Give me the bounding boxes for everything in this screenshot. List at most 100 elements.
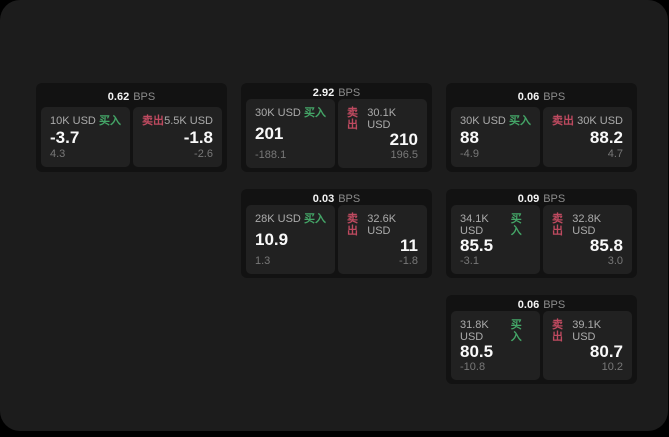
sell-price: 210 [389, 130, 418, 149]
sell-panel-top: 卖出 30.1K USD [347, 107, 418, 131]
sell-price: 85.8 [589, 236, 623, 255]
buy-amount: 30K USD [460, 115, 506, 127]
buy-price: 201 [255, 124, 284, 143]
buy-price: 85.5 [460, 236, 494, 255]
buy-side-label: 买入 [304, 213, 326, 225]
buy-panel-top: 30K USD 买入 [255, 107, 326, 119]
buy-panel[interactable]: 34.1K USD 买入 85.5 -3.1 [451, 205, 540, 274]
sell-amount: 5.5K USD [164, 115, 213, 127]
buy-panel[interactable]: 30K USD 买入 201 -188.1 [246, 99, 335, 168]
buy-delta: -188.1 [255, 149, 287, 161]
quote-panels: 34.1K USD 买入 85.5 -3.1 卖出 32.8K USD 85.8… [451, 205, 632, 274]
bps-value: 2.92 [312, 87, 335, 99]
quote-panels: 31.8K USD 买入 80.5 -10.8 卖出 39.1K USD 80.… [451, 311, 632, 380]
buy-side-label: 买入 [304, 107, 326, 119]
quote-panels: 30K USD 买入 201 -188.1 卖出 30.1K USD 210 1… [246, 99, 427, 168]
sell-amount: 30.1K USD [367, 107, 397, 131]
sell-amount: 30K USD [577, 115, 623, 127]
bps-unit-label: BPS [543, 91, 566, 103]
sell-amount: 32.8K USD [572, 213, 602, 237]
sell-delta: -2.6 [194, 148, 213, 160]
sell-side-label: 卖出 [142, 115, 164, 127]
buy-panel[interactable]: 28K USD 买入 10.9 1.3 [246, 205, 335, 274]
sell-price: 80.7 [589, 342, 623, 361]
bps-unit-label: BPS [133, 91, 156, 103]
sell-panel[interactable]: 卖出 5.5K USD -1.8 -2.6 [133, 107, 222, 167]
sell-panel[interactable]: 卖出 39.1K USD 80.7 10.2 [543, 311, 632, 380]
buy-delta: -3.1 [460, 255, 479, 267]
card-header: 0.06 BPS [451, 87, 632, 107]
buy-side-label: 买入 [509, 115, 531, 127]
buy-delta: 4.3 [50, 148, 66, 160]
buy-panel-top: 30K USD 买入 [460, 115, 531, 127]
buy-amount: 30K USD [255, 107, 301, 119]
sell-side-label: 卖出 [552, 319, 563, 343]
cards-grid: 0.62 BPS 10K USD 买入 -3.7 4.3 卖出 5.5K USD… [36, 83, 637, 384]
bps-unit-label: BPS [543, 193, 566, 205]
sell-panel[interactable]: 卖出 32.8K USD 85.8 3.0 [543, 205, 632, 274]
quote-card: 0.06 BPS 31.8K USD 买入 80.5 -10.8 卖出 39.1… [446, 295, 637, 384]
buy-panel[interactable]: 30K USD 买入 88 -4.9 [451, 107, 540, 167]
buy-delta: 1.3 [255, 255, 271, 267]
sell-side-label: 卖出 [552, 115, 574, 127]
buy-panel-top: 10K USD 买入 [50, 115, 121, 127]
sell-delta: 4.7 [607, 148, 623, 160]
sell-side-label: 卖出 [552, 213, 563, 237]
sell-amount: 39.1K USD [572, 319, 602, 343]
sell-delta: 10.2 [601, 361, 623, 373]
quote-panels: 30K USD 买入 88 -4.9 卖出 30K USD 88.2 4.7 [451, 107, 632, 167]
card-header: 0.09 BPS [451, 193, 632, 205]
buy-price: 80.5 [460, 342, 494, 361]
bps-unit-label: BPS [338, 87, 361, 99]
sell-price: -1.8 [183, 127, 213, 147]
bps-value: 0.03 [312, 193, 335, 205]
sell-panel-top: 卖出 5.5K USD [142, 115, 213, 127]
quote-card: 0.62 BPS 10K USD 买入 -3.7 4.3 卖出 5.5K USD… [36, 83, 227, 172]
sell-side-label: 卖出 [347, 107, 358, 131]
buy-side-label: 买入 [510, 319, 522, 343]
buy-amount: 10K USD [50, 115, 96, 127]
card-header: 2.92 BPS [246, 87, 427, 99]
sell-panel-top: 卖出 32.6K USD [347, 213, 418, 237]
bps-unit-label: BPS [543, 299, 566, 311]
quote-card: 2.92 BPS 30K USD 买入 201 -188.1 卖出 30.1K … [241, 83, 432, 172]
buy-price: -3.7 [50, 127, 80, 147]
sell-panel[interactable]: 卖出 30.1K USD 210 196.5 [338, 99, 427, 168]
quote-card: 0.09 BPS 34.1K USD 买入 85.5 -3.1 卖出 32.8K… [446, 189, 637, 278]
card-header: 0.06 BPS [451, 299, 632, 311]
sell-panel-top: 卖出 30K USD [552, 115, 623, 127]
quote-panels: 28K USD 买入 10.9 1.3 卖出 32.6K USD 11 -1.8 [246, 205, 427, 274]
buy-delta: -4.9 [460, 148, 479, 160]
buy-panel-top: 28K USD 买入 [255, 213, 326, 225]
sell-delta: -1.8 [399, 255, 418, 267]
buy-amount: 31.8K USD [460, 319, 489, 343]
sell-panel[interactable]: 卖出 30K USD 88.2 4.7 [543, 107, 632, 167]
sell-panel-top: 卖出 39.1K USD [552, 319, 623, 343]
buy-amount: 34.1K USD [460, 213, 489, 237]
buy-panel[interactable]: 10K USD 买入 -3.7 4.3 [41, 107, 130, 167]
sell-price: 88.2 [589, 127, 623, 147]
bps-value: 0.62 [107, 91, 130, 103]
card-header: 0.03 BPS [246, 193, 427, 205]
bps-value: 0.06 [517, 91, 540, 103]
buy-price: 10.9 [255, 230, 289, 249]
card-header: 0.62 BPS [41, 87, 222, 107]
buy-price: 88 [460, 127, 479, 147]
buy-panel-top: 34.1K USD 买入 [460, 213, 531, 237]
quote-card: 0.03 BPS 28K USD 买入 10.9 1.3 卖出 32.6K US… [241, 189, 432, 278]
buy-side-label: 买入 [510, 213, 522, 237]
sell-panel-top: 卖出 32.8K USD [552, 213, 623, 237]
sell-panel[interactable]: 卖出 32.6K USD 11 -1.8 [338, 205, 427, 274]
sell-price: 11 [400, 236, 418, 255]
sell-amount: 32.6K USD [367, 213, 397, 237]
quote-panels: 10K USD 买入 -3.7 4.3 卖出 5.5K USD -1.8 -2.… [41, 107, 222, 167]
sell-delta: 3.0 [607, 255, 623, 267]
buy-panel-top: 31.8K USD 买入 [460, 319, 531, 343]
buy-panel[interactable]: 31.8K USD 买入 80.5 -10.8 [451, 311, 540, 380]
sell-side-label: 卖出 [347, 213, 358, 237]
bps-value: 0.06 [517, 299, 540, 311]
bps-unit-label: BPS [338, 193, 361, 205]
buy-side-label: 买入 [99, 115, 121, 127]
buy-delta: -10.8 [460, 361, 486, 373]
